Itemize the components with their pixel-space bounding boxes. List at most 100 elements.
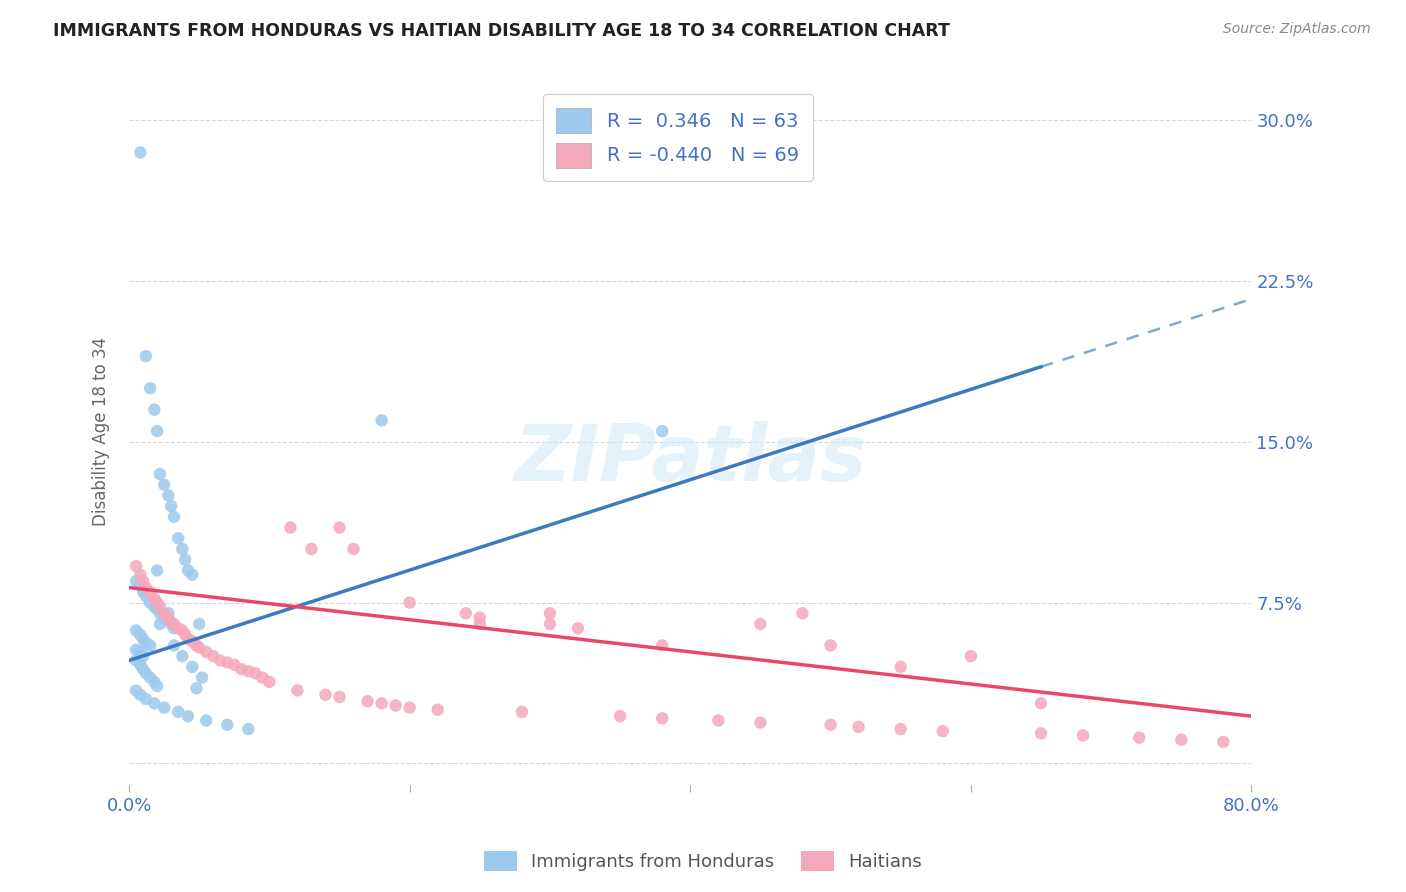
- Y-axis label: Disability Age 18 to 34: Disability Age 18 to 34: [93, 336, 110, 525]
- Point: [129, 645, 152, 659]
- Point: [143, 696, 166, 710]
- Point: [370, 413, 392, 427]
- Point: [135, 636, 157, 650]
- Point: [139, 596, 162, 610]
- Point: [132, 585, 155, 599]
- Point: [188, 640, 211, 655]
- Point: [163, 639, 186, 653]
- Point: [143, 674, 166, 689]
- Point: [132, 632, 155, 646]
- Point: [1170, 732, 1192, 747]
- Point: [280, 520, 302, 534]
- Point: [149, 467, 172, 481]
- Point: [129, 578, 152, 592]
- Point: [139, 639, 162, 653]
- Point: [820, 639, 842, 653]
- Point: [188, 617, 211, 632]
- Point: [167, 621, 190, 635]
- Point: [1071, 729, 1094, 743]
- Legend: R =  0.346   N = 63, R = -0.440   N = 69: R = 0.346 N = 63, R = -0.440 N = 69: [543, 95, 813, 181]
- Point: [143, 599, 166, 614]
- Point: [651, 711, 673, 725]
- Point: [135, 349, 157, 363]
- Point: [1212, 735, 1234, 749]
- Point: [1128, 731, 1150, 745]
- Point: [609, 709, 631, 723]
- Point: [129, 657, 152, 672]
- Point: [132, 662, 155, 676]
- Point: [195, 714, 218, 728]
- Point: [135, 581, 157, 595]
- Point: [1029, 726, 1052, 740]
- Point: [172, 624, 194, 638]
- Point: [167, 705, 190, 719]
- Point: [125, 574, 148, 588]
- Point: [157, 607, 180, 621]
- Point: [160, 615, 183, 629]
- Point: [245, 666, 267, 681]
- Point: [259, 674, 281, 689]
- Point: [454, 607, 477, 621]
- Point: [398, 700, 420, 714]
- Point: [177, 563, 200, 577]
- Point: [172, 541, 194, 556]
- Legend: Immigrants from Honduras, Haitians: Immigrants from Honduras, Haitians: [477, 844, 929, 879]
- Point: [153, 477, 176, 491]
- Point: [157, 610, 180, 624]
- Point: [848, 720, 870, 734]
- Point: [202, 649, 225, 664]
- Point: [139, 585, 162, 599]
- Point: [181, 634, 204, 648]
- Point: [356, 694, 378, 708]
- Point: [146, 596, 169, 610]
- Point: [143, 591, 166, 606]
- Point: [163, 621, 186, 635]
- Point: [315, 688, 337, 702]
- Point: [157, 613, 180, 627]
- Point: [181, 567, 204, 582]
- Point: [1029, 696, 1052, 710]
- Point: [384, 698, 406, 713]
- Text: Source: ZipAtlas.com: Source: ZipAtlas.com: [1223, 22, 1371, 37]
- Point: [651, 639, 673, 653]
- Point: [167, 531, 190, 545]
- Point: [209, 653, 232, 667]
- Point: [370, 696, 392, 710]
- Text: IMMIGRANTS FROM HONDURAS VS HAITIAN DISABILITY AGE 18 TO 34 CORRELATION CHART: IMMIGRANTS FROM HONDURAS VS HAITIAN DISA…: [53, 22, 950, 40]
- Point: [149, 599, 172, 614]
- Point: [238, 722, 260, 736]
- Point: [890, 722, 912, 736]
- Point: [510, 705, 533, 719]
- Point: [238, 664, 260, 678]
- Point: [224, 657, 246, 672]
- Point: [163, 509, 186, 524]
- Point: [160, 499, 183, 513]
- Point: [707, 714, 730, 728]
- Point: [792, 607, 814, 621]
- Point: [129, 567, 152, 582]
- Point: [153, 700, 176, 714]
- Point: [157, 488, 180, 502]
- Point: [135, 666, 157, 681]
- Point: [132, 574, 155, 588]
- Point: [125, 653, 148, 667]
- Text: ZIPatlas: ZIPatlas: [515, 421, 866, 498]
- Point: [139, 671, 162, 685]
- Point: [172, 649, 194, 664]
- Point: [129, 145, 152, 160]
- Point: [135, 589, 157, 603]
- Point: [132, 649, 155, 664]
- Point: [125, 559, 148, 574]
- Point: [177, 632, 200, 646]
- Point: [538, 607, 561, 621]
- Point: [146, 563, 169, 577]
- Point: [328, 690, 350, 704]
- Point: [468, 610, 491, 624]
- Point: [651, 424, 673, 438]
- Point: [174, 628, 197, 642]
- Point: [426, 703, 449, 717]
- Point: [890, 660, 912, 674]
- Point: [217, 717, 239, 731]
- Point: [301, 541, 323, 556]
- Point: [252, 671, 274, 685]
